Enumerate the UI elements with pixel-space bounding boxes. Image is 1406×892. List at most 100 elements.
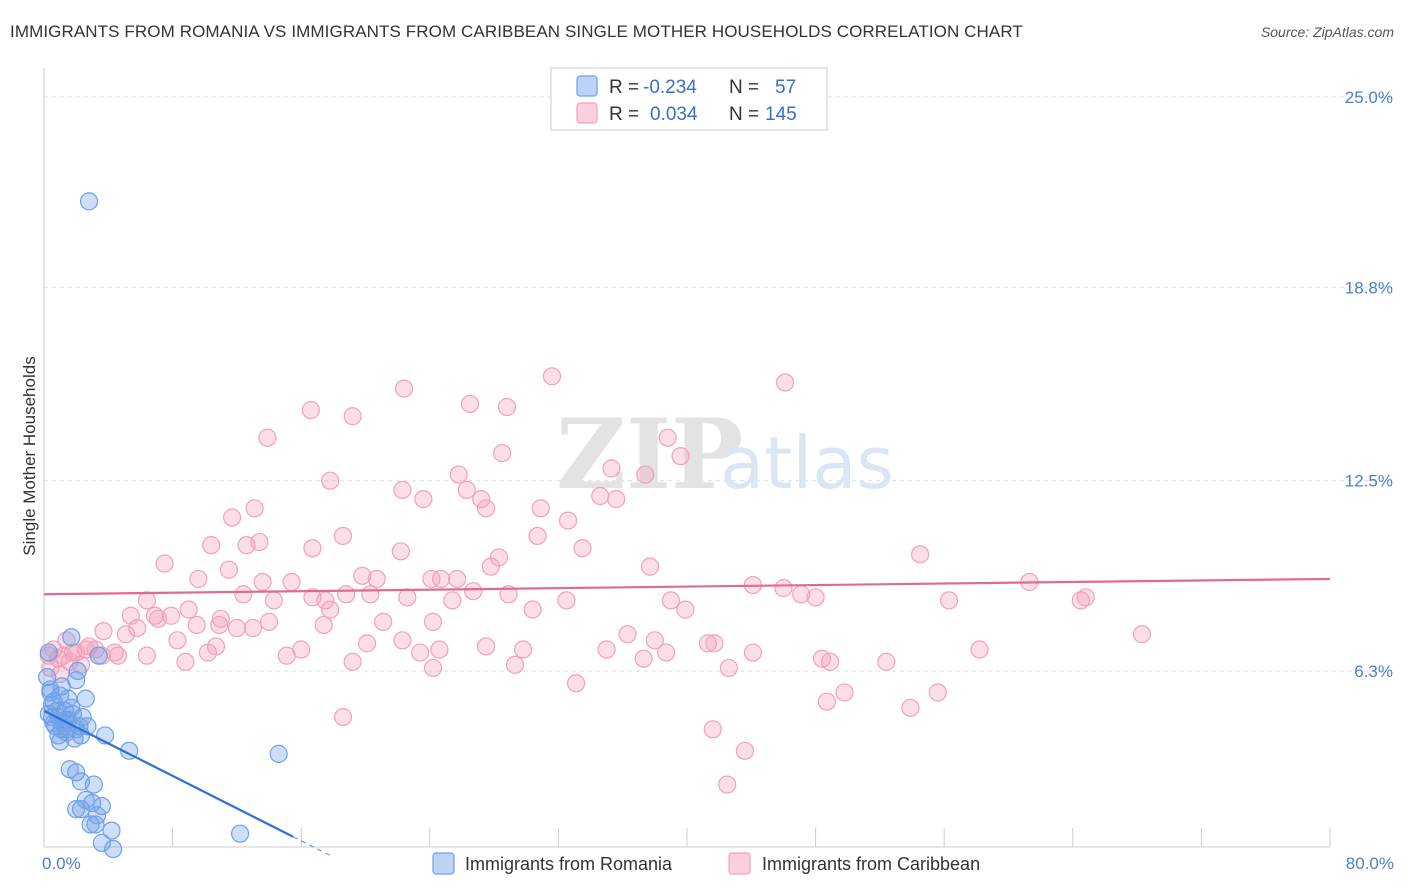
caribbean-point <box>374 612 393 631</box>
caribbean-point <box>499 585 518 604</box>
caribbean-point <box>431 569 451 589</box>
caribbean-point <box>202 536 221 555</box>
caribbean-point <box>661 591 681 610</box>
caribbean-point <box>476 637 496 656</box>
caribbean-point <box>464 582 483 601</box>
caribbean-point <box>219 560 238 579</box>
x-tick-label-max: 80.0% <box>1346 854 1394 873</box>
caribbean-point <box>698 634 717 653</box>
legend-swatch-caribbean <box>576 102 598 124</box>
caribbean-point <box>703 720 722 739</box>
caribbean-point <box>245 499 264 518</box>
legend-n-label-romania: N = <box>729 77 759 98</box>
caribbean-point <box>542 367 562 386</box>
gridlines <box>44 96 1394 672</box>
romania-point <box>79 192 99 211</box>
watermark: ZIP atlas <box>556 398 894 511</box>
caribbean-point <box>393 480 412 499</box>
tick-labels: 6.3% 12.5% 18.8% 25.0% 0.0% 80.0% <box>42 88 1394 873</box>
caribbean-point <box>234 585 253 604</box>
caribbean-point <box>806 588 825 607</box>
romania-trend-extension <box>292 836 334 858</box>
source-label: Source: ZipAtlas.com <box>1260 24 1394 40</box>
caribbean-point <box>472 490 491 509</box>
caribbean-point <box>597 640 616 659</box>
caribbean-point <box>476 499 496 518</box>
caribbean-point <box>222 508 242 527</box>
caribbean-point <box>394 379 414 398</box>
caribbean-point <box>658 428 677 447</box>
romania-point <box>67 763 86 782</box>
correlation-legend: R = -0.234 N = 57 R = 0.034 N = 145 <box>550 67 828 131</box>
romania-point <box>84 775 103 794</box>
caribbean-point <box>189 569 208 589</box>
caribbean-trend-line <box>43 577 1331 596</box>
romania-trend-line <box>43 709 294 838</box>
romania-point <box>92 833 111 852</box>
caribbean-point <box>735 741 754 760</box>
caribbean-point <box>187 615 206 635</box>
caribbean-point <box>705 634 724 653</box>
series-caribbean-points <box>39 367 1152 794</box>
romania-point <box>87 806 107 825</box>
caribbean-point <box>176 652 195 671</box>
caribbean-point <box>358 634 377 653</box>
caribbean-point <box>155 554 174 573</box>
caribbean-point <box>634 649 653 668</box>
caribbean-point <box>422 569 441 589</box>
caribbean-point <box>94 621 113 641</box>
caribbean-point <box>343 652 362 671</box>
caribbean-point <box>264 591 283 610</box>
legend-r-label-romania: R = <box>609 77 639 98</box>
y-axis-label: Single Mother Households <box>20 356 39 555</box>
caribbean-point <box>443 591 462 610</box>
y-tick-label: 25.0% <box>1345 88 1393 107</box>
caribbean-point <box>602 459 621 478</box>
caribbean-point <box>105 643 124 662</box>
caribbean-point <box>343 407 362 426</box>
romania-point <box>62 698 81 717</box>
caribbean-point <box>718 775 737 794</box>
romania-point <box>102 821 121 840</box>
x-tick-label-min: 0.0% <box>42 854 81 873</box>
romania-point <box>76 689 95 708</box>
caribbean-point <box>411 643 430 662</box>
caribbean-point <box>449 465 468 484</box>
caribbean-point <box>179 600 198 619</box>
romania-point <box>71 800 91 819</box>
caribbean-point <box>481 557 500 576</box>
caribbean-point <box>493 443 512 463</box>
caribbean-point <box>145 606 165 625</box>
caribbean-point <box>116 625 136 644</box>
caribbean-point <box>398 588 417 607</box>
caribbean-point <box>206 637 226 656</box>
y-tick-label: 12.5% <box>1345 472 1393 491</box>
caribbean-point <box>513 640 533 659</box>
caribbean-point <box>671 447 690 466</box>
caribbean-point <box>505 655 525 674</box>
chart-title: IMMIGRANTS FROM ROMANIA VS IMMIGRANTS FR… <box>10 22 1023 41</box>
bottom-legend-swatch-romania <box>432 852 455 875</box>
caribbean-point <box>137 646 156 665</box>
romania-point <box>89 646 108 665</box>
caribbean-point <box>303 539 322 558</box>
caribbean-point <box>259 612 279 631</box>
caribbean-point <box>523 600 542 619</box>
romania-point <box>269 744 288 763</box>
caribbean-point <box>676 600 695 619</box>
caribbean-point <box>460 394 480 414</box>
romania-point <box>67 671 86 690</box>
caribbean-point <box>928 683 947 702</box>
caribbean-point <box>391 542 410 561</box>
caribbean-point <box>910 545 930 564</box>
legend-r-value-caribbean: 0.034 <box>650 104 698 125</box>
legend-swatch-romania <box>576 75 598 97</box>
caribbean-point <box>361 585 380 604</box>
romania-point <box>92 796 111 816</box>
caribbean-point <box>792 585 811 604</box>
caribbean-point <box>253 572 272 592</box>
y-tick-label: 18.8% <box>1345 278 1393 297</box>
legend-n-value-romania: 57 <box>775 77 796 98</box>
caribbean-point <box>168 631 187 650</box>
romania-point <box>104 839 123 859</box>
